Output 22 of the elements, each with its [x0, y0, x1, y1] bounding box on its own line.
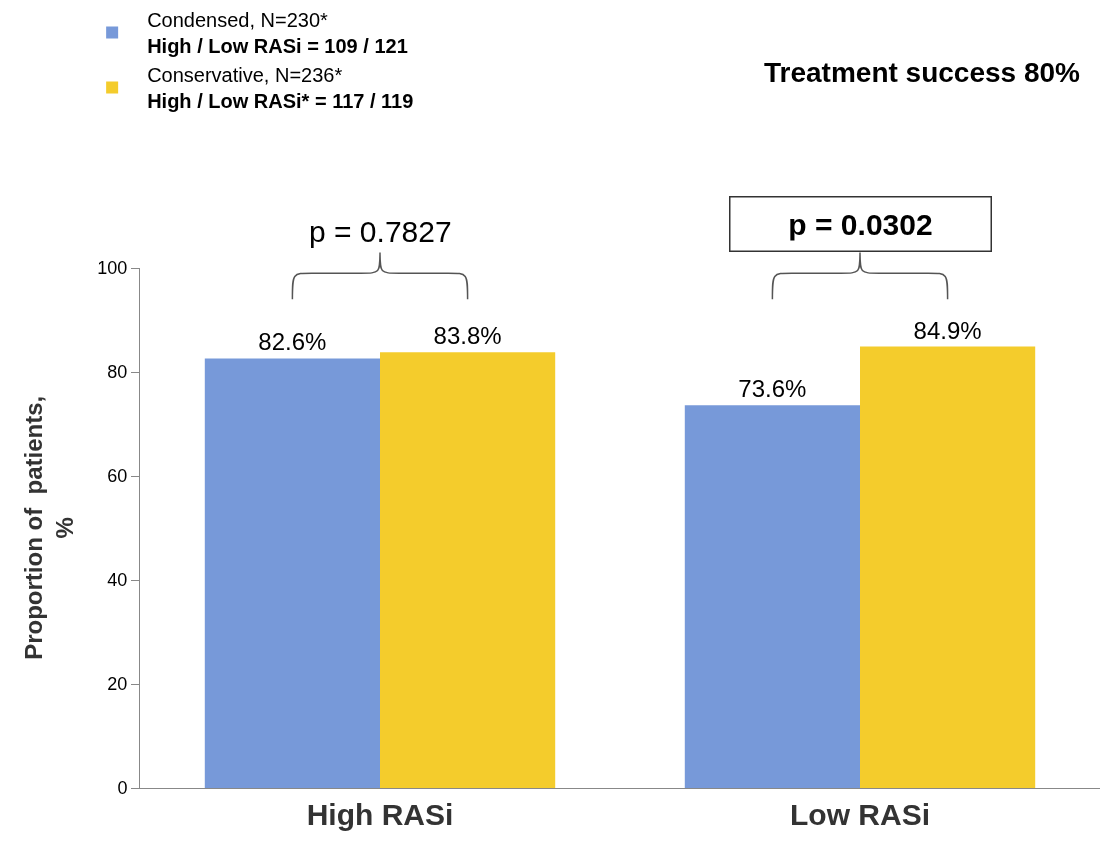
- y-tick-label: 60: [107, 466, 128, 487]
- x-tick-label: High RASi: [306, 798, 454, 831]
- data-label: 83.8%: [433, 322, 502, 350]
- y-tick-label: 80: [107, 362, 128, 383]
- chart-title: Treatment success 80%: [763, 56, 1081, 88]
- text: p = 0.0302: [788, 207, 933, 241]
- y-axis-title: Proportion of patients, %: [19, 395, 78, 660]
- y-tick-label: 100: [97, 258, 128, 279]
- legend-label: Conservative, N=236* High / Low RASi* = 117 / 119: [147, 64, 414, 113]
- bar: [684, 405, 860, 788]
- bar: [380, 352, 556, 788]
- legend-label: Condensed, N=230* High / Low RASi = 109 / 121: [147, 9, 408, 58]
- y-tick-label: 20: [107, 674, 128, 695]
- data-label: 82.6%: [258, 328, 327, 356]
- bar: [204, 358, 380, 788]
- x-tick-label: Low RASi: [790, 798, 930, 831]
- data-label: 73.6%: [738, 375, 807, 403]
- y-tick-label: 0: [117, 778, 128, 799]
- y-tick-label: 40: [107, 570, 128, 591]
- bar: [860, 346, 1036, 788]
- data-label: 84.9%: [913, 316, 982, 344]
- text: p = 0.7827: [309, 215, 452, 248]
